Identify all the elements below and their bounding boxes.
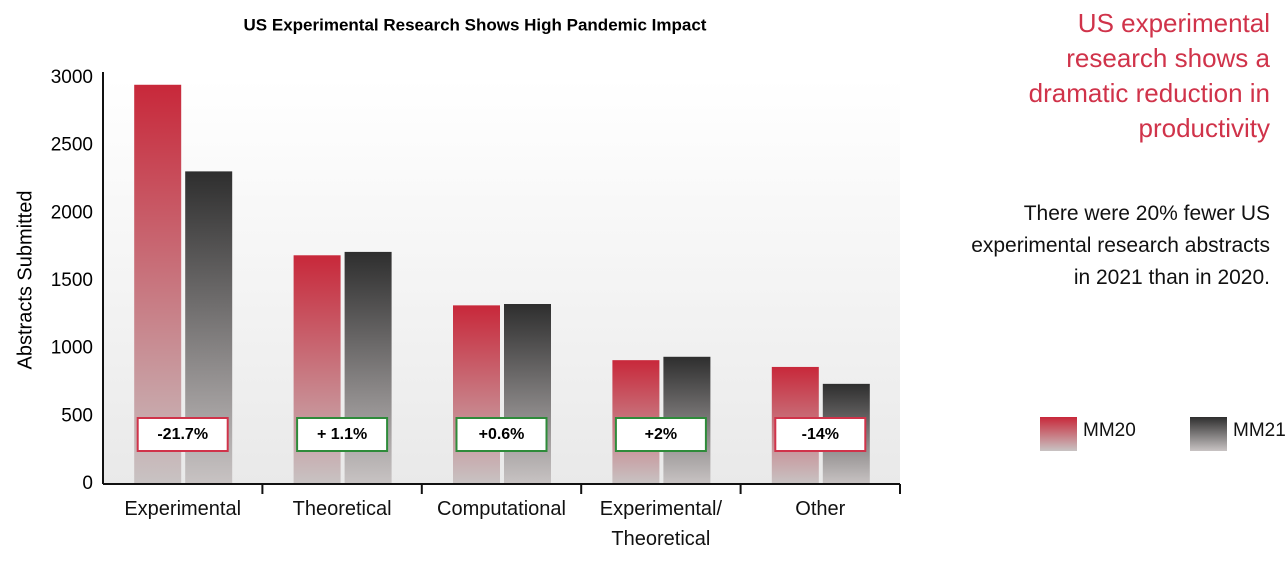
- x-tick-label: Experimental: [124, 498, 242, 520]
- legend-swatch: [1190, 417, 1227, 451]
- bar: [453, 305, 500, 484]
- bar: [504, 304, 551, 484]
- x-tick-label: Experimental/ Theoretical: [599, 498, 723, 550]
- y-tick-label: 2500: [51, 135, 93, 156]
- annotation: -14%: [802, 426, 839, 443]
- annotation: +2%: [645, 426, 677, 443]
- y-tick-label: 0: [82, 473, 93, 494]
- annotation-box: [614, 417, 707, 452]
- x-tick-label: Other: [795, 498, 846, 520]
- annotation-box: [136, 417, 229, 452]
- side-text: There were 20% fewer US experimental res…: [971, 202, 1270, 289]
- legend-label: MM21: [1233, 420, 1286, 441]
- x-tick-label: Computational: [437, 498, 566, 520]
- legend-swatch: [1040, 417, 1077, 451]
- plot-background: [103, 78, 900, 484]
- y-tick-label: 2000: [51, 202, 93, 223]
- y-axis-label: Abstracts Submitted: [14, 191, 36, 370]
- y-tick-label: 500: [61, 405, 93, 426]
- x-tick-label: Theoretical: [292, 498, 392, 520]
- y-tick-label: 1500: [51, 270, 93, 291]
- y-tick-label: 1000: [51, 338, 93, 359]
- annotation-box: [296, 417, 389, 452]
- chart-title: US Experimental Research Shows High Pand…: [244, 15, 707, 34]
- y-tick-label: 3000: [51, 67, 93, 88]
- annotation: -21.7%: [157, 426, 208, 443]
- annotation: + 1.1%: [317, 426, 367, 443]
- annotation-box: [774, 417, 867, 452]
- annotation: +0.6%: [479, 426, 525, 443]
- side-heading: US experimental research shows a dramati…: [1028, 8, 1270, 143]
- legend-label: MM20: [1083, 420, 1136, 441]
- annotation-box: [455, 417, 548, 452]
